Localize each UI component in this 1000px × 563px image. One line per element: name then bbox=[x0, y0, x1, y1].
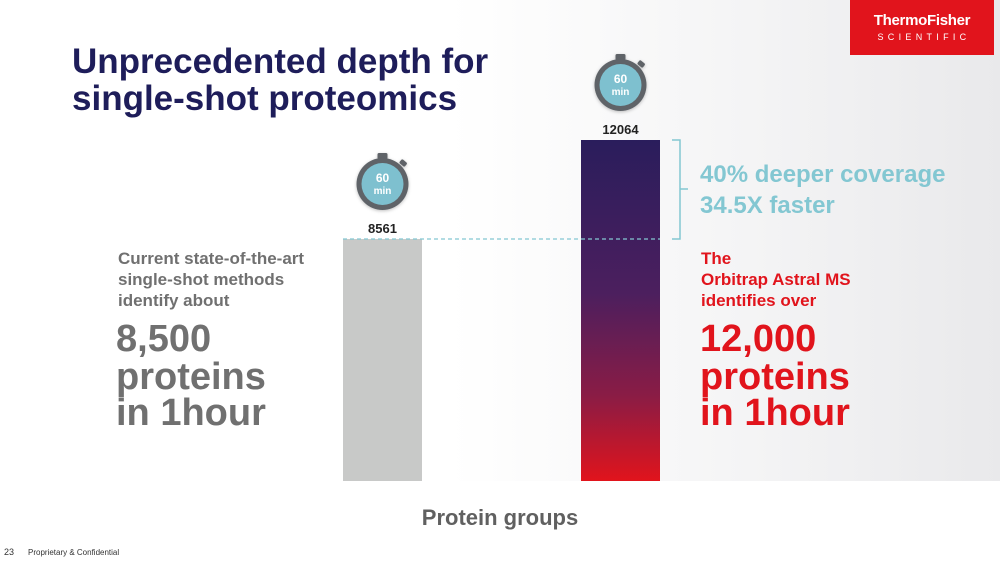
right-desc-line1: The bbox=[701, 249, 732, 268]
svg-text:60: 60 bbox=[376, 171, 390, 185]
thermo-fisher-logo: ThermoFisher SCIENTIFIC bbox=[850, 0, 994, 55]
left-big-line2: proteins bbox=[116, 356, 266, 398]
svg-text:min: min bbox=[374, 186, 392, 197]
right-big-line1: 12,000 bbox=[700, 318, 817, 360]
coverage-text: 40% deeper coverage bbox=[700, 161, 946, 188]
left-desc-line3: identify about bbox=[118, 291, 230, 310]
left-desc-line2: single-shot methods bbox=[118, 270, 285, 289]
slide-title-line2: single-shot proteomics bbox=[72, 79, 458, 118]
x-axis-label: Protein groups bbox=[421, 505, 579, 530]
bar-value-label-2: 12064 bbox=[602, 122, 639, 137]
svg-text:60: 60 bbox=[614, 72, 628, 86]
page-number: 23 bbox=[4, 547, 15, 557]
right-desc-line3: identifies over bbox=[701, 291, 817, 310]
logo-line1: ThermoFisher bbox=[873, 12, 971, 29]
logo-line2: SCIENTIFIC bbox=[877, 32, 971, 42]
speed-text: 34.5X faster bbox=[700, 192, 835, 219]
right-big-line2: proteins bbox=[700, 356, 850, 398]
right-desc-line2: Orbitrap Astral MS bbox=[701, 270, 851, 289]
left-desc-line1: Current state-of-the-art bbox=[118, 249, 305, 268]
left-big-line3: in 1hour bbox=[116, 392, 266, 434]
slide-title-line1: Unprecedented depth for bbox=[72, 42, 489, 81]
confidential-footer: Proprietary & Confidential bbox=[28, 548, 120, 557]
svg-text:min: min bbox=[612, 87, 630, 98]
left-big-line1: 8,500 bbox=[116, 318, 212, 360]
bar-1 bbox=[343, 239, 422, 481]
bar-value-label-1: 8561 bbox=[368, 221, 397, 236]
comparison-bracket bbox=[672, 139, 688, 240]
right-big-line3: in 1hour bbox=[700, 392, 850, 434]
bar-2 bbox=[581, 140, 660, 481]
footer-band bbox=[0, 481, 1000, 563]
